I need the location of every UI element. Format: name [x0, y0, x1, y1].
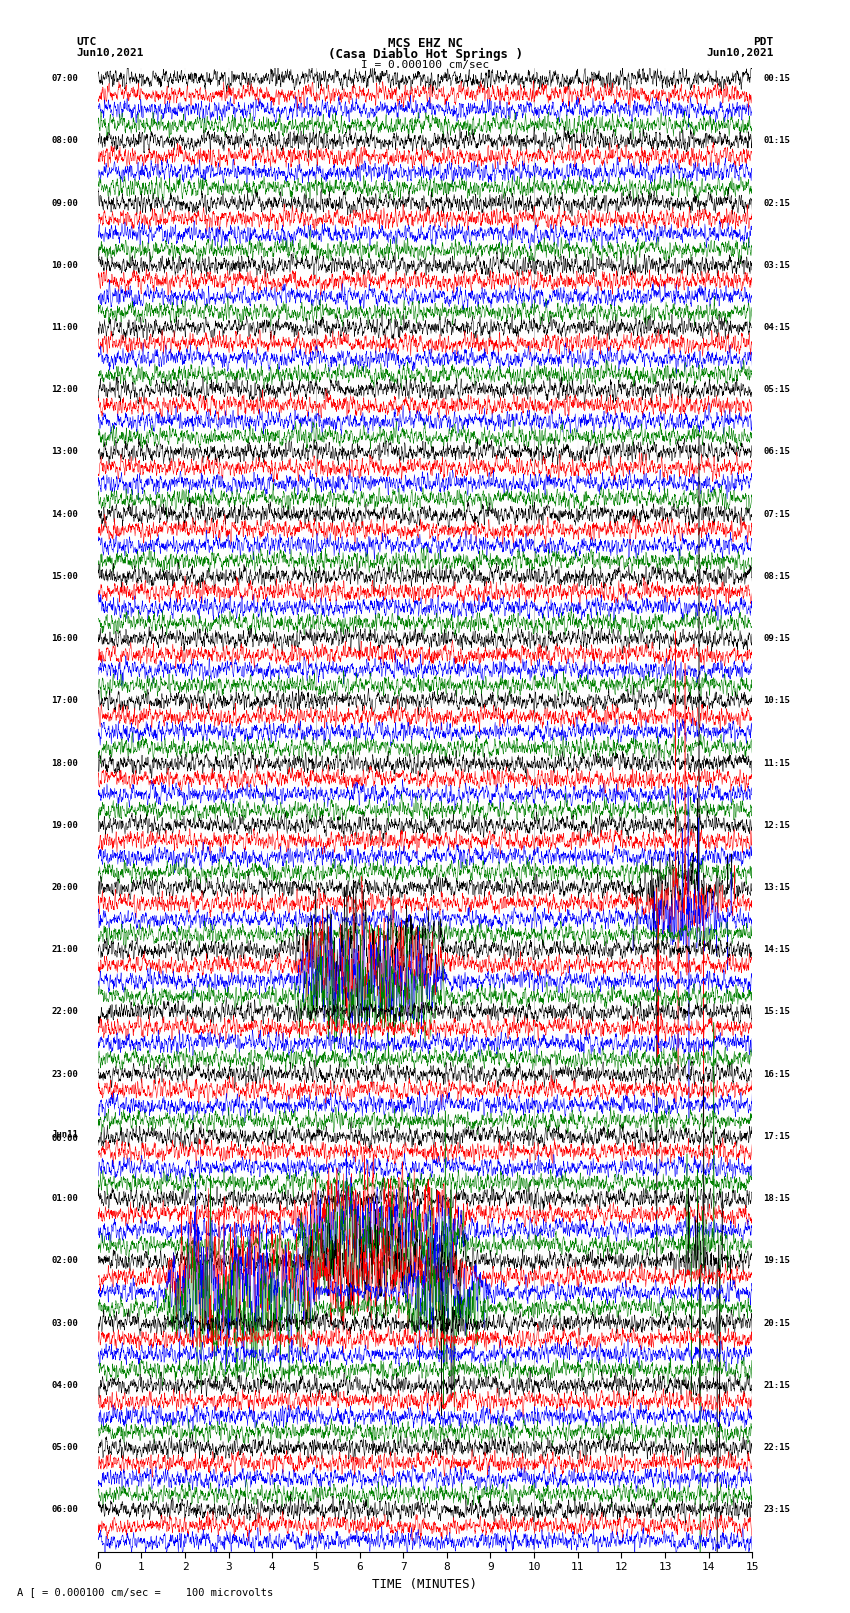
Text: 21:15: 21:15	[763, 1381, 790, 1390]
X-axis label: TIME (MINUTES): TIME (MINUTES)	[372, 1578, 478, 1590]
Text: 11:00: 11:00	[51, 323, 78, 332]
Text: UTC: UTC	[76, 37, 97, 47]
Text: 05:15: 05:15	[763, 386, 790, 394]
Text: 21:00: 21:00	[51, 945, 78, 955]
Text: 04:00: 04:00	[51, 1381, 78, 1390]
Text: 11:15: 11:15	[763, 758, 790, 768]
Text: PDT: PDT	[753, 37, 774, 47]
Text: 02:00: 02:00	[51, 1257, 78, 1265]
Text: 16:00: 16:00	[51, 634, 78, 644]
Text: 18:15: 18:15	[763, 1194, 790, 1203]
Text: 09:15: 09:15	[763, 634, 790, 644]
Text: 20:00: 20:00	[51, 882, 78, 892]
Text: 03:15: 03:15	[763, 261, 790, 269]
Text: Jun10,2021: Jun10,2021	[706, 48, 774, 58]
Text: Jun10,2021: Jun10,2021	[76, 48, 144, 58]
Text: 13:15: 13:15	[763, 882, 790, 892]
Text: 01:15: 01:15	[763, 137, 790, 145]
Text: 19:00: 19:00	[51, 821, 78, 829]
Text: (Casa Diablo Hot Springs ): (Casa Diablo Hot Springs )	[327, 48, 523, 61]
Text: 08:15: 08:15	[763, 573, 790, 581]
Text: 15:00: 15:00	[51, 573, 78, 581]
Text: 06:15: 06:15	[763, 447, 790, 456]
Text: 22:15: 22:15	[763, 1444, 790, 1452]
Text: 23:00: 23:00	[51, 1069, 78, 1079]
Text: 22:00: 22:00	[51, 1008, 78, 1016]
Text: 03:00: 03:00	[51, 1318, 78, 1327]
Text: 16:15: 16:15	[763, 1069, 790, 1079]
Text: 00:15: 00:15	[763, 74, 790, 84]
Text: 08:00: 08:00	[51, 137, 78, 145]
Text: 00:00: 00:00	[51, 1134, 78, 1144]
Text: 14:15: 14:15	[763, 945, 790, 955]
Text: 14:00: 14:00	[51, 510, 78, 519]
Text: 10:00: 10:00	[51, 261, 78, 269]
Text: 01:00: 01:00	[51, 1194, 78, 1203]
Text: 15:15: 15:15	[763, 1008, 790, 1016]
Text: 20:15: 20:15	[763, 1318, 790, 1327]
Text: 19:15: 19:15	[763, 1257, 790, 1265]
Text: 17:00: 17:00	[51, 697, 78, 705]
Text: 05:00: 05:00	[51, 1444, 78, 1452]
Text: 06:00: 06:00	[51, 1505, 78, 1515]
Text: 07:15: 07:15	[763, 510, 790, 519]
Text: 13:00: 13:00	[51, 447, 78, 456]
Text: I = 0.000100 cm/sec: I = 0.000100 cm/sec	[361, 60, 489, 69]
Text: 02:15: 02:15	[763, 198, 790, 208]
Text: A [ = 0.000100 cm/sec =    100 microvolts: A [ = 0.000100 cm/sec = 100 microvolts	[17, 1587, 273, 1597]
Text: 04:15: 04:15	[763, 323, 790, 332]
Text: 07:00: 07:00	[51, 74, 78, 84]
Text: 12:15: 12:15	[763, 821, 790, 829]
Text: 10:15: 10:15	[763, 697, 790, 705]
Text: MCS EHZ NC: MCS EHZ NC	[388, 37, 462, 50]
Text: 12:00: 12:00	[51, 386, 78, 394]
Text: 09:00: 09:00	[51, 198, 78, 208]
Text: 18:00: 18:00	[51, 758, 78, 768]
Text: 23:15: 23:15	[763, 1505, 790, 1515]
Text: Jun11: Jun11	[51, 1129, 78, 1139]
Text: 17:15: 17:15	[763, 1132, 790, 1140]
